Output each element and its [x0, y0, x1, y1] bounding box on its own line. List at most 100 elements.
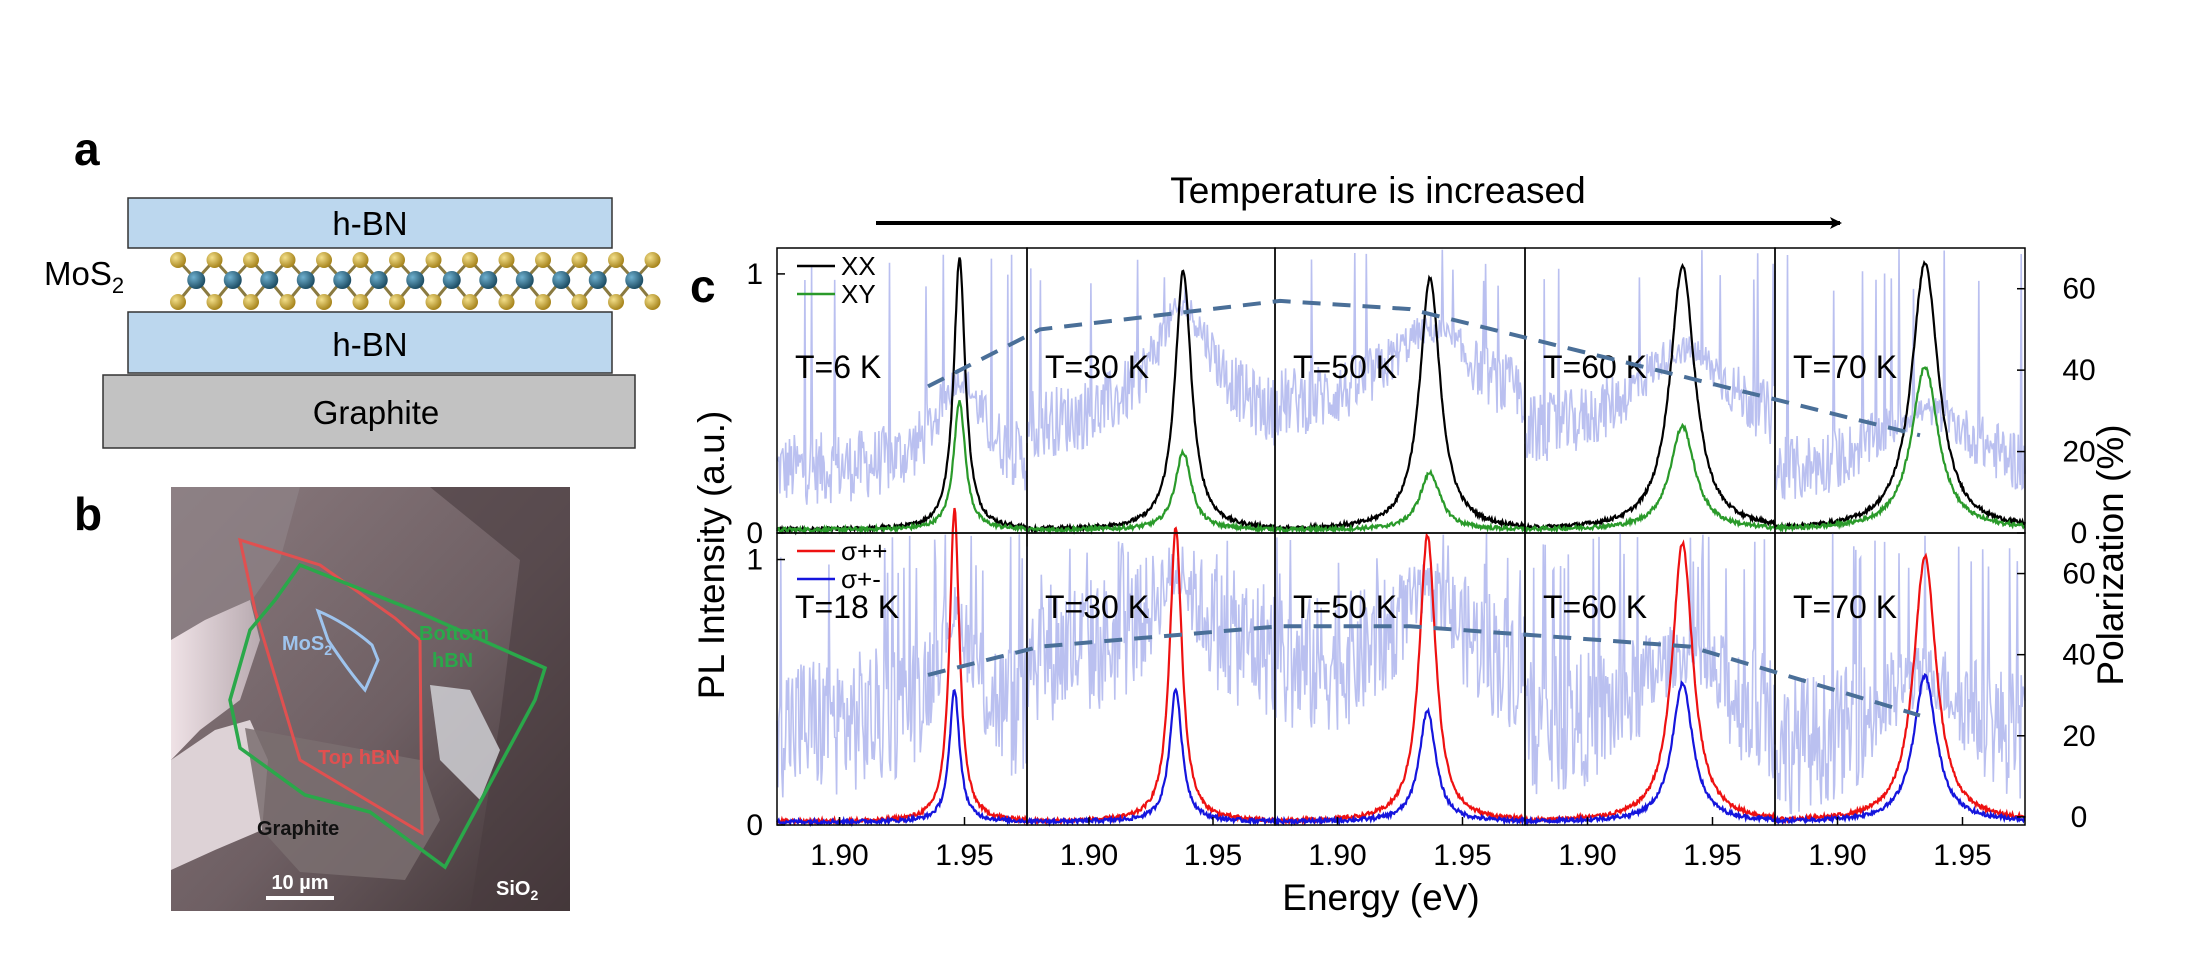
mos2-label: MoS2 — [44, 255, 124, 298]
sulfur-atom — [535, 294, 551, 310]
thick-flake-top — [171, 487, 300, 650]
subplot-circular-2: T=30 K 1.90 1.95 — [1025, 526, 1277, 872]
panel-b: b MoS2 Bottom hBN Top hBN Graphite SiO2 … — [74, 487, 570, 911]
temperature-label: T=50 K — [1293, 349, 1397, 385]
molybdenum-atom — [588, 271, 607, 289]
sulfur-atom — [279, 294, 296, 310]
graphite-flake-light — [171, 600, 260, 760]
scale-bar-label: 10 µm — [271, 872, 328, 894]
sulfur-atom — [279, 252, 296, 268]
sulfur-atom — [170, 252, 186, 268]
subplot-circular-4: T=60 K 1.90 1.95 — [1524, 532, 1777, 872]
polarization-trace — [1026, 259, 1276, 458]
sulfur-atom — [425, 294, 442, 310]
pl-trace-XX — [1523, 262, 1776, 532]
sio2-micro-label: SiO2 — [496, 878, 538, 903]
pl-trace-s-pp — [1774, 552, 2027, 825]
subplot-frame — [1774, 532, 2026, 826]
mos2-micro-label: MoS2 — [282, 633, 332, 658]
sulfur-atom — [316, 294, 332, 310]
polarization-trace — [1274, 249, 1526, 436]
molybdenum-atom — [479, 271, 498, 289]
polarization-trend-line — [927, 298, 1921, 438]
debris-flake — [430, 685, 500, 800]
subplot-linear-3: T=50 K — [1273, 247, 1526, 535]
panel-a-letter: a — [74, 123, 100, 175]
bottom-hbn-label: h-BN — [332, 326, 407, 363]
polarization-trend-line — [927, 624, 1921, 718]
polarization-trace — [1774, 533, 2026, 815]
right-tick-label: 20 — [2062, 720, 2095, 753]
mos2-lattice — [170, 252, 661, 310]
sulfur-atom — [498, 294, 515, 310]
panel-a: a h-BN MoS2 h-BN Graphite — [44, 123, 661, 449]
sulfur-atom — [243, 252, 259, 268]
plot-area: T=6 K T=30 K T=50 K T=60 K T=70 K010204060XX… — [746, 247, 2096, 872]
x-tick-label: 1.90 — [1308, 839, 1366, 872]
left-axis-label: PL Intensity (a.u.) — [691, 411, 732, 700]
molybdenum-atom — [333, 271, 352, 289]
left-tick-label: 0 — [746, 809, 763, 842]
subplot-circular-3: T=50 K 1.90 1.95 — [1273, 532, 1526, 872]
sulfur-atom — [243, 294, 259, 310]
temperature-label: T=60 K — [1543, 349, 1647, 385]
sulfur-atom — [462, 294, 478, 310]
top-hbn-label: h-BN — [332, 205, 407, 242]
pl-trace-s-pm — [1026, 687, 1277, 827]
pl-trace-s-pm — [1524, 680, 1776, 827]
pl-trace-XY — [775, 400, 1029, 535]
polarization-trace — [1774, 249, 2026, 500]
right-tick-label: 20 — [2062, 436, 2095, 469]
mos2-outline — [315, 608, 380, 693]
x-tick-label: 1.95 — [1433, 839, 1491, 872]
sulfur-atom — [608, 252, 624, 268]
pl-trace-XY — [1523, 422, 1776, 535]
graphite-label: Graphite — [313, 394, 440, 431]
sulfur-atom — [462, 252, 478, 268]
temperature-label: T=30 K — [1045, 349, 1149, 385]
sulfur-atom — [389, 252, 405, 268]
x-tick-label: 1.95 — [1683, 839, 1741, 872]
temperature-label: T=18 K — [795, 589, 899, 625]
sulfur-atom — [571, 252, 588, 268]
graphite-flake-lower — [171, 720, 268, 870]
sulfur-atom — [425, 252, 442, 268]
panel-c: c Temperature is increased T=6 K T=30 K T=… — [690, 170, 2131, 918]
sulfur-atom — [170, 294, 186, 310]
molybdenum-atom — [515, 271, 534, 289]
legend-label: XX — [841, 251, 876, 281]
bottom-hbn-micro-label-2: hBN — [432, 650, 473, 672]
molybdenum-atom — [223, 271, 242, 289]
x-tick-label: 1.90 — [810, 839, 868, 872]
x-tick-label: 1.95 — [935, 839, 993, 872]
top-hbn-outline — [237, 537, 424, 836]
sulfur-atom — [316, 252, 332, 268]
subplot-linear-5: T=70 K — [1774, 247, 2027, 534]
bottom-hbn-outline — [228, 562, 548, 870]
molybdenum-atom — [625, 271, 644, 289]
subplot-linear-1: T=6 K — [775, 247, 1029, 536]
x-tick-label: 1.90 — [1060, 839, 1118, 872]
sulfur-atom — [644, 294, 661, 310]
legend-label: σ++ — [841, 536, 887, 566]
molybdenum-atom — [442, 271, 461, 289]
legend-circular: σ++σ+- — [797, 536, 887, 594]
x-axis-label: Energy (eV) — [1282, 877, 1479, 918]
x-tick-label: 1.95 — [1184, 839, 1242, 872]
molybdenum-atom — [260, 271, 279, 289]
pl-trace-XY — [1026, 448, 1277, 536]
right-tick-label: 60 — [2062, 273, 2095, 306]
subplot-linear-2: T=30 K — [1026, 247, 1277, 536]
sulfur-atom — [644, 252, 661, 268]
panel-c-letter: c — [690, 260, 716, 312]
pl-trace-XX — [1774, 259, 2027, 533]
pl-trace-s-pm — [1273, 707, 1526, 827]
left-tick-label: 0 — [746, 517, 763, 550]
top-hbn-layer — [127, 197, 613, 249]
right-axis-label: Polarization (%) — [2090, 424, 2131, 685]
subplot-linear-4: T=60 K — [1523, 247, 1776, 535]
polarization-trace — [1524, 533, 1776, 795]
subplot-circular-5: T=70 K 1.90 1.95 — [1774, 532, 2027, 872]
x-tick-label: 1.90 — [1558, 839, 1616, 872]
